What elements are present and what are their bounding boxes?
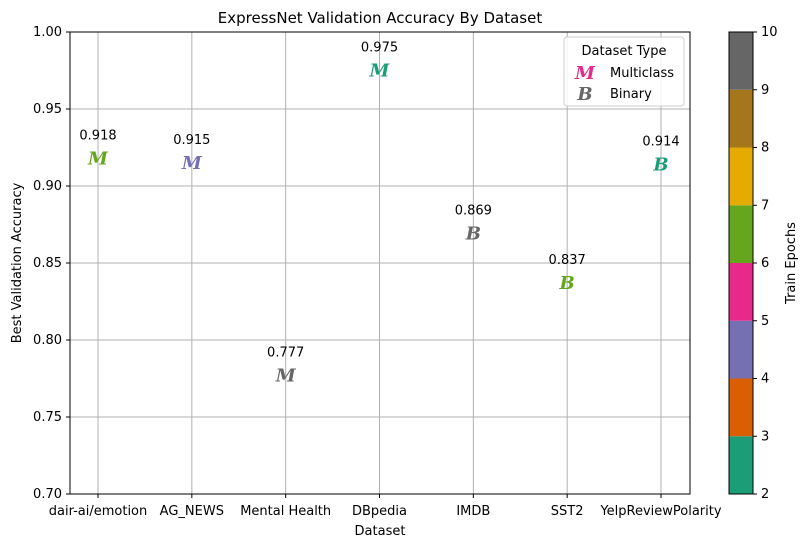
- x-tick-label: IMDB: [456, 504, 490, 519]
- x-tick-label: Mental Health: [240, 504, 331, 519]
- y-tick-label: 0.90: [33, 179, 62, 194]
- data-label: 0.837: [549, 253, 586, 268]
- y-tick-label: 0.80: [33, 333, 62, 348]
- legend-marker: M: [574, 63, 596, 84]
- colorbar-tick-label: 9: [761, 83, 769, 98]
- legend: Dataset Type M Multiclass B Binary: [563, 36, 685, 107]
- data-point: M: [275, 365, 297, 386]
- data-label: 0.918: [79, 128, 116, 143]
- x-axis-label: Dataset: [355, 524, 406, 539]
- data-label: 0.777: [267, 345, 304, 360]
- colorbar-segment: [729, 378, 753, 437]
- colorbar-tick-label: 6: [761, 256, 769, 271]
- data-point: B: [652, 154, 668, 175]
- colorbar-segment: [729, 205, 753, 263]
- x-tick-label: AG_NEWS: [160, 504, 224, 519]
- plot-area: 0.70 0.75 0.80 0.85 0.90 0.95 1.00 dair-ai/emot…: [33, 25, 722, 519]
- data-point: M: [87, 148, 109, 169]
- colorbar: 2 3 4 5 6 7 8 9 10: [728, 25, 778, 502]
- colorbar-segment: [729, 147, 753, 206]
- colorbar-tick-label: 3: [761, 429, 769, 444]
- legend-marker: B: [576, 84, 592, 105]
- legend-entry-label: Multiclass: [610, 66, 674, 81]
- colorbar-label: Train Epochs: [784, 222, 799, 305]
- data-label: 0.914: [642, 134, 679, 149]
- legend-box: [563, 36, 685, 107]
- y-tick-label: 0.70: [33, 487, 62, 502]
- y-tick-label: 0.95: [33, 102, 62, 117]
- colorbar-tick-label: 10: [761, 25, 778, 40]
- data-label: 0.975: [361, 41, 398, 56]
- colorbar-tick-label: 8: [761, 141, 769, 156]
- data-point: M: [181, 153, 203, 174]
- data-label: 0.869: [455, 204, 492, 219]
- colorbar-tick-label: 5: [761, 314, 769, 329]
- colorbar-tick-label: 7: [761, 198, 769, 213]
- x-tick-label: DBpedia: [352, 504, 407, 519]
- colorbar-segment: [729, 263, 753, 321]
- colorbar-segment: [729, 436, 753, 494]
- data-point: M: [369, 61, 391, 82]
- data-label: 0.915: [173, 133, 210, 148]
- chart-title: ExpressNet Validation Accuracy By Datase…: [218, 9, 543, 27]
- y-axis-label: Best Validation Accuracy: [10, 182, 25, 343]
- legend-entry-label: Binary: [610, 87, 652, 102]
- colorbar-segment: [729, 89, 753, 148]
- data-point: B: [465, 224, 481, 245]
- legend-title: Dataset Type: [582, 44, 667, 59]
- x-tick-label: YelpReviewPolarity: [599, 504, 721, 519]
- y-tick-label: 0.75: [33, 410, 62, 425]
- colorbar-tick-label: 2: [761, 487, 769, 502]
- x-tick-label: SST2: [551, 504, 584, 519]
- colorbar-segment: [729, 320, 753, 379]
- data-point: B: [559, 273, 575, 294]
- colorbar-tick-label: 4: [761, 372, 769, 387]
- y-tick-label: 1.00: [33, 25, 62, 40]
- colorbar-segment: [729, 32, 753, 90]
- y-tick-label: 0.85: [33, 256, 62, 271]
- x-tick-label: dair-ai/emotion: [49, 504, 148, 519]
